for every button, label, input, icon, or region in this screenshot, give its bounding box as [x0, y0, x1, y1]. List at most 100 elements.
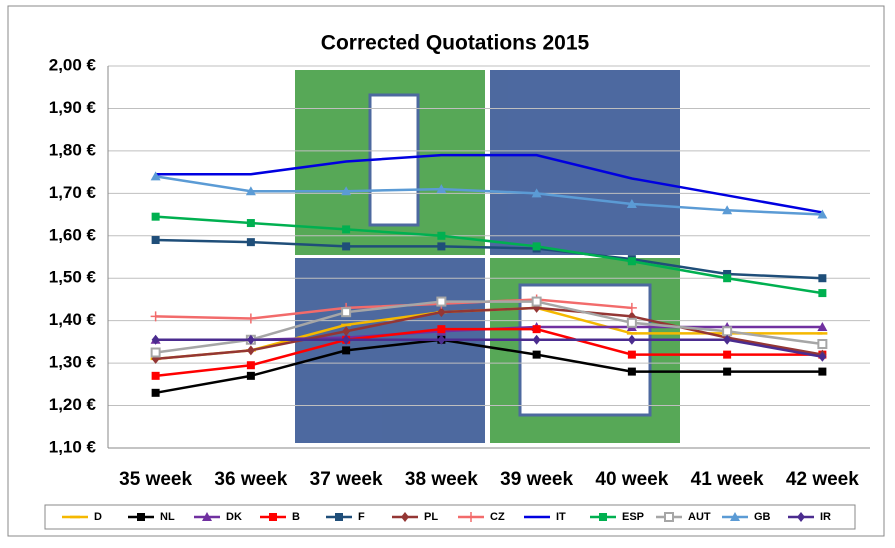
marker: [335, 513, 343, 521]
legend-label: B: [292, 511, 300, 523]
x-tick-label: 35 week: [119, 469, 192, 490]
marker: [466, 512, 476, 522]
series-line: [155, 153, 823, 214]
marker: [342, 346, 351, 355]
legend-label: GB: [754, 511, 771, 523]
marker: [818, 289, 827, 298]
legend-label: AUT: [688, 511, 711, 523]
marker: [627, 257, 636, 266]
marker: [401, 512, 409, 522]
marker: [246, 238, 255, 247]
marker: [246, 361, 255, 370]
marker: [626, 198, 637, 208]
legend-label: D: [94, 511, 102, 523]
marker: [723, 269, 732, 278]
marker: [151, 388, 160, 397]
y-tick-label: 1,10 €: [49, 437, 97, 456]
series-line: [155, 300, 823, 354]
marker: [150, 171, 161, 181]
legend-label: NL: [160, 511, 175, 523]
marker: [246, 219, 255, 228]
y-tick-label: 1,50 €: [49, 268, 97, 287]
marker: [531, 296, 542, 307]
marker: [436, 296, 447, 307]
x-tick-label: 38 week: [405, 469, 478, 490]
marker: [723, 350, 732, 359]
marker: [532, 325, 541, 334]
legend-label: DK: [226, 511, 242, 523]
marker: [151, 236, 160, 245]
marker: [723, 274, 732, 283]
marker: [723, 367, 732, 376]
x-tick-label: 36 week: [214, 469, 287, 490]
marker: [436, 184, 447, 194]
y-tick-label: 1,30 €: [49, 353, 97, 372]
marker: [818, 351, 827, 362]
marker: [627, 350, 636, 359]
marker: [730, 512, 740, 521]
marker: [137, 513, 145, 521]
marker: [817, 322, 828, 332]
marker: [722, 326, 733, 337]
legend-label: PL: [424, 511, 438, 523]
marker: [437, 334, 446, 345]
marker: [627, 334, 636, 345]
series-line: [155, 327, 823, 378]
series-line: [155, 175, 823, 216]
marker: [532, 242, 541, 251]
series-line: [155, 238, 823, 280]
marker: [246, 371, 255, 380]
marker: [437, 307, 446, 318]
marker: [246, 345, 255, 356]
marker: [150, 347, 161, 358]
marker: [797, 512, 805, 522]
series-line: [155, 338, 823, 395]
marker: [817, 339, 828, 350]
chart-title: Corrected Quotations 2015: [321, 32, 590, 55]
marker: [437, 325, 446, 334]
x-tick-label: 40 week: [595, 469, 668, 490]
marker: [341, 307, 352, 318]
y-tick-label: 1,90 €: [49, 98, 97, 117]
marker: [437, 231, 446, 240]
marker: [722, 205, 733, 215]
marker: [626, 302, 637, 313]
x-tick-label: 37 week: [310, 469, 383, 490]
marker: [723, 334, 732, 345]
marker: [342, 242, 351, 251]
y-tick-label: 1,40 €: [49, 310, 97, 329]
marker: [437, 242, 446, 251]
y-tick-label: 1,80 €: [49, 140, 97, 159]
y-tick-label: 1,20 €: [49, 395, 97, 414]
marker: [599, 513, 607, 521]
series-line: [155, 215, 823, 295]
marker: [269, 513, 277, 521]
x-tick-label: 39 week: [500, 469, 573, 490]
legend-label: F: [358, 511, 365, 523]
marker: [246, 334, 255, 345]
marker: [150, 311, 161, 322]
marker: [151, 334, 160, 345]
y-tick-label: 1,70 €: [49, 183, 97, 202]
marker: [341, 186, 352, 196]
marker: [151, 371, 160, 380]
marker: [342, 326, 351, 337]
marker: [627, 367, 636, 376]
y-tick-label: 2,00 €: [49, 55, 97, 74]
marker: [817, 209, 828, 219]
marker: [664, 512, 674, 522]
marker: [342, 334, 351, 345]
marker: [245, 186, 256, 196]
marker: [151, 212, 160, 221]
marker: [626, 317, 637, 328]
marker: [818, 274, 827, 283]
legend-label: CZ: [490, 511, 505, 523]
marker: [532, 334, 541, 345]
x-tick-label: 41 week: [691, 469, 764, 490]
series-line: [155, 306, 823, 361]
legend-label: IR: [820, 511, 831, 523]
marker: [342, 225, 351, 234]
marker: [532, 350, 541, 359]
marker: [245, 313, 256, 324]
